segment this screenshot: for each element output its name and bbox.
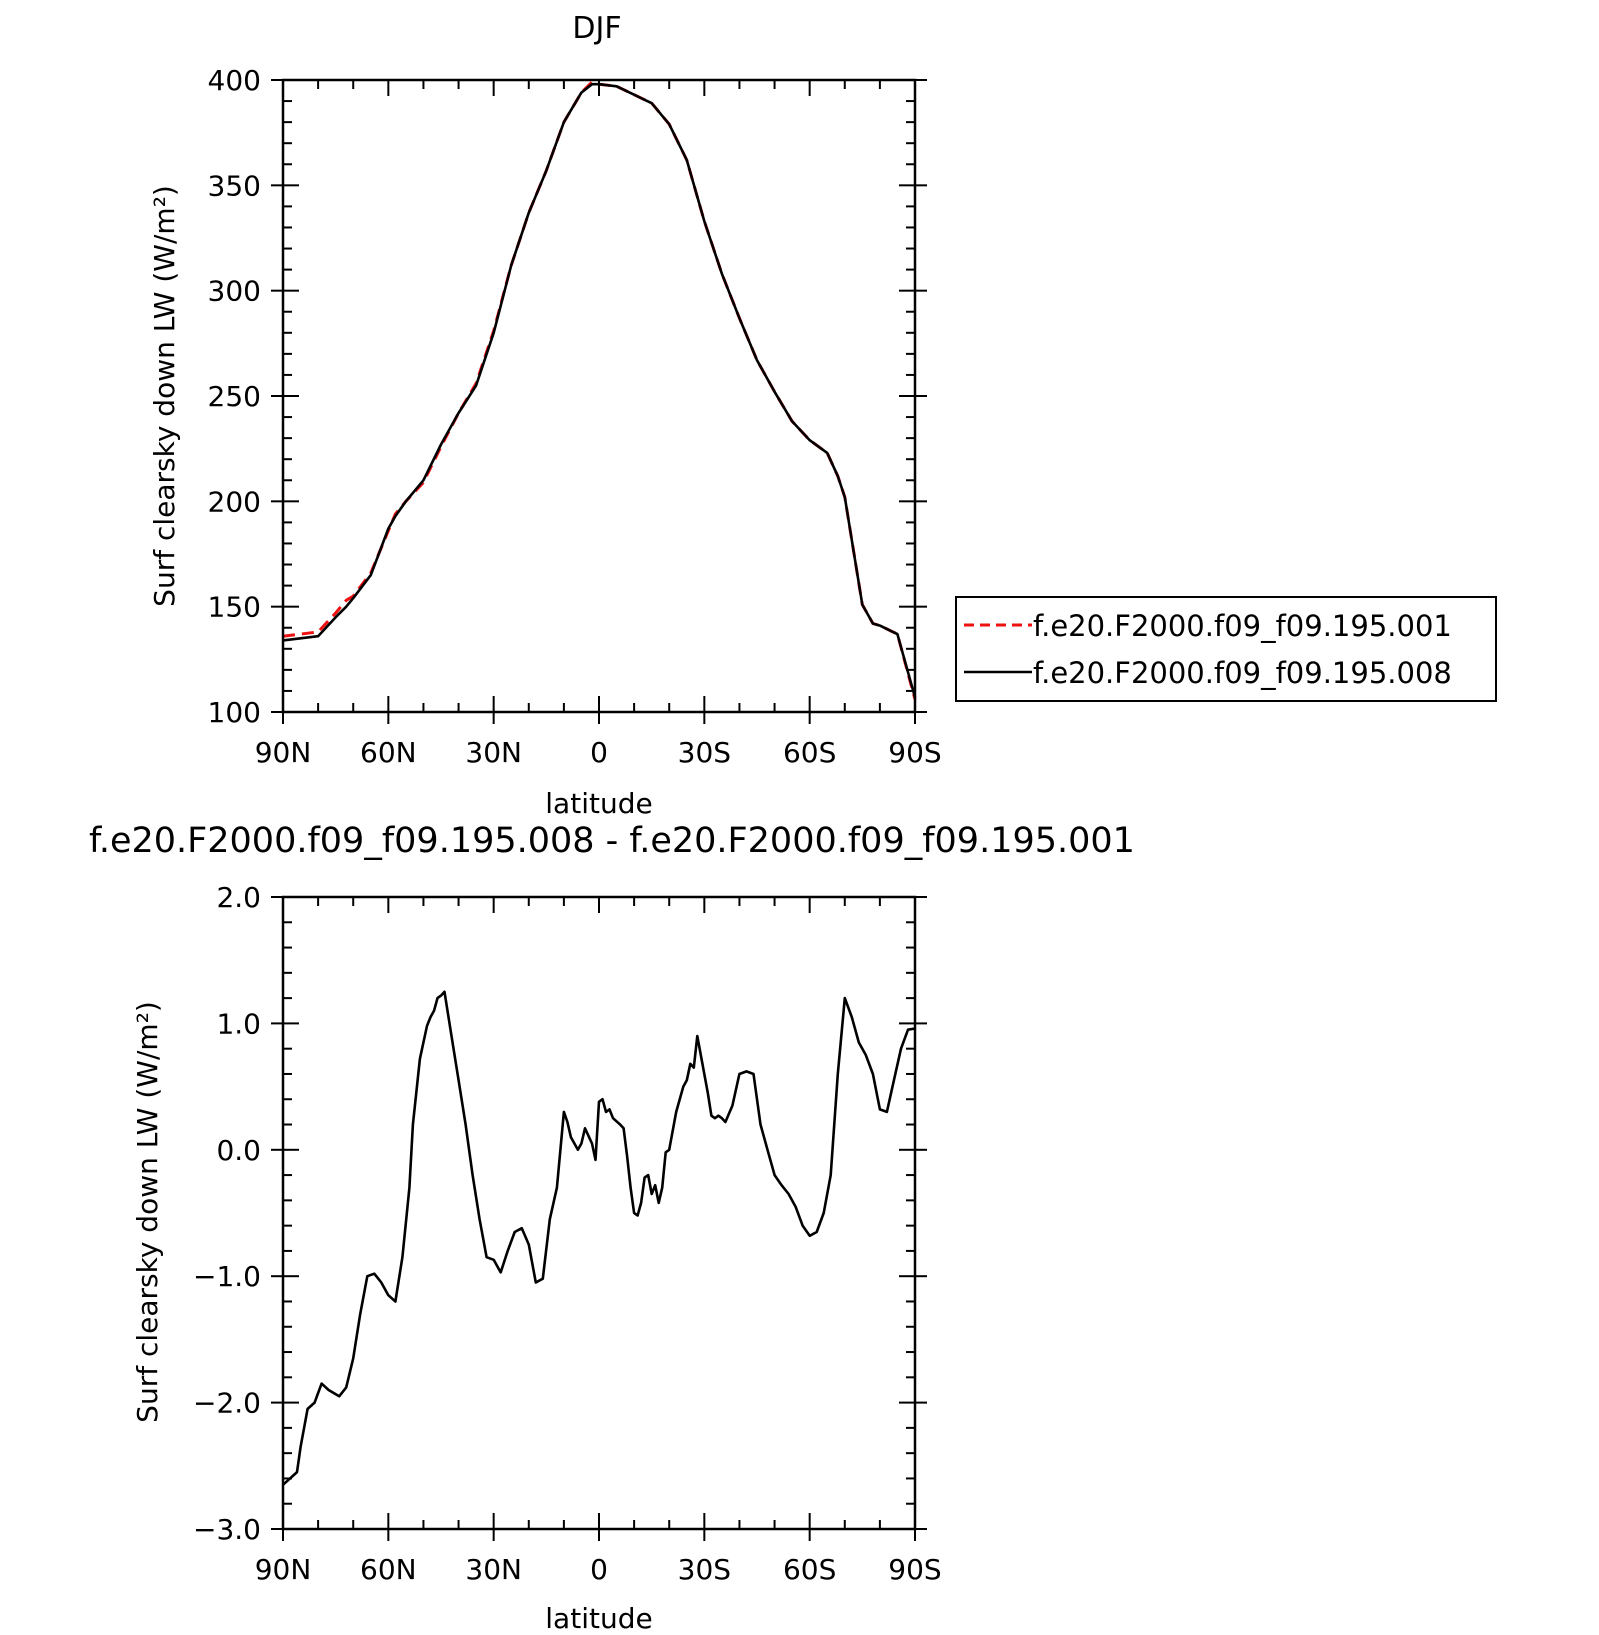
chart-1-x-tick-label: 0 bbox=[590, 736, 608, 769]
chart-2-x-tick-label: 0 bbox=[590, 1553, 608, 1586]
chart-1-ticks bbox=[271, 79, 927, 724]
chart-1-y-tick-label: 250 bbox=[208, 380, 261, 413]
chart-2-x-tick-label: 60S bbox=[783, 1553, 836, 1586]
chart-1-x-tick-label: 30S bbox=[678, 736, 731, 769]
chart-2-x-axis-label: latitude bbox=[545, 1602, 652, 1635]
chart-2-x-tick-labels: 90N 60N 30N 0 30S 60S 90S bbox=[255, 1553, 942, 1586]
chart-2-series-line-1 bbox=[282, 990, 916, 1486]
chart-2-y-tick-labels: −3.0 −2.0 −1.0 0.0 1.0 2.0 bbox=[193, 881, 261, 1546]
chart-1-y-axis-label: Surf clearsky down LW (W/m²) bbox=[148, 185, 181, 607]
chart-2-y-tick-label: −1.0 bbox=[193, 1260, 261, 1293]
legend-box bbox=[955, 596, 1497, 702]
chart-2-x-tick-label: 30N bbox=[465, 1553, 522, 1586]
chart-2-x-tick-label: 90N bbox=[255, 1553, 312, 1586]
chart-1-y-tick-label: 350 bbox=[208, 169, 261, 202]
chart-2-y-axis-label: Surf clearsky down LW (W/m²) bbox=[131, 1001, 164, 1423]
chart-1-x-tick-label: 90S bbox=[888, 736, 941, 769]
legend-label-series-b: f.e20.F2000.f09_f09.195.008 bbox=[1033, 656, 1452, 690]
chart-2-x-tick-label: 90S bbox=[888, 1553, 941, 1586]
chart-2-x-tick-label: 30S bbox=[678, 1553, 731, 1586]
chart-1-series-layer bbox=[282, 80, 917, 700]
chart-2-ticks bbox=[271, 896, 927, 1541]
chart-2-series-layer bbox=[282, 990, 916, 1486]
chart-1-y-tick-labels: 100 150 200 250 300 350 400 bbox=[208, 64, 261, 729]
chart-2-x-tick-label: 60N bbox=[360, 1553, 417, 1586]
difference-line-chart: f.e20.F2000.f09_f09.195.008 - f.e20.F200… bbox=[89, 821, 1135, 1635]
chart-1-y-tick-label: 300 bbox=[208, 275, 261, 308]
chart-1-x-tick-label: 60N bbox=[360, 736, 417, 769]
chart-1-title: DJF bbox=[572, 11, 621, 46]
chart-2-y-tick-label: 0.0 bbox=[216, 1134, 261, 1167]
chart-1-x-axis-label: latitude bbox=[545, 787, 652, 820]
chart-2-y-tick-label: 1.0 bbox=[216, 1007, 261, 1040]
chart-1-y-tick-label: 200 bbox=[208, 485, 261, 518]
legend-label-series-a: f.e20.F2000.f09_f09.195.001 bbox=[1033, 609, 1452, 643]
chart-2-title: f.e20.F2000.f09_f09.195.008 - f.e20.F200… bbox=[89, 821, 1135, 861]
chart-1-legend: f.e20.F2000.f09_f09.195.001 f.e20.F2000.… bbox=[955, 596, 1497, 702]
djf-line-chart: DJF 90N 60N 30N 0 30S 60S 90S 100 150 200 250 300 3… bbox=[148, 11, 1497, 820]
chart-1-x-tick-label: 60S bbox=[783, 736, 836, 769]
chart-1-y-tick-label: 100 bbox=[208, 696, 261, 729]
chart-1-y-tick-label: 150 bbox=[208, 591, 261, 624]
chart-1-y-tick-label: 400 bbox=[208, 64, 261, 97]
chart-1-series-line-2 bbox=[282, 82, 917, 698]
chart-2-y-tick-label: −3.0 bbox=[193, 1513, 261, 1546]
chart-1-x-tick-labels: 90N 60N 30N 0 30S 60S 90S bbox=[255, 736, 942, 769]
chart-2-y-tick-label: −2.0 bbox=[193, 1387, 261, 1420]
chart-1-x-tick-label: 90N bbox=[255, 736, 312, 769]
chart-2-y-tick-label: 2.0 bbox=[216, 881, 261, 914]
chart-1-x-tick-label: 30N bbox=[465, 736, 522, 769]
